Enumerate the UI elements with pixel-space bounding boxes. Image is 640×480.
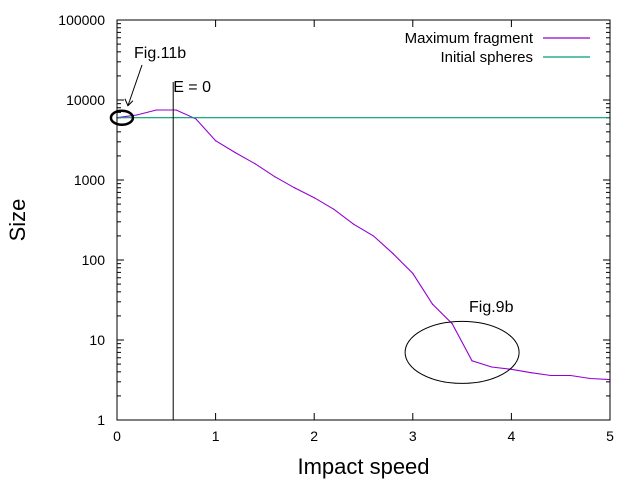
- y-tick-label: 10: [89, 332, 105, 348]
- data-point: [451, 323, 453, 325]
- data-point: [313, 197, 315, 199]
- data-point: [372, 235, 374, 237]
- x-tick-label: 5: [606, 428, 614, 444]
- data-point: [155, 109, 158, 111]
- data-point: [412, 272, 414, 274]
- series-layer: [116, 109, 611, 381]
- data-point: [550, 374, 552, 377]
- fig11b-arrow-head: [124, 98, 134, 107]
- plot-frame: [116, 19, 611, 421]
- data-point: [589, 377, 591, 380]
- data-point: [353, 223, 355, 225]
- data-point: [136, 114, 138, 116]
- data-point: [530, 372, 532, 374]
- data-point: [274, 176, 276, 178]
- y-tick-label: 100: [82, 252, 106, 268]
- x-tick-label: 2: [310, 428, 318, 444]
- y-tick-label: 1: [97, 412, 105, 428]
- data-point: [254, 163, 256, 165]
- legend-label-maximum-fragment: Maximum fragment: [405, 30, 534, 47]
- data-point: [195, 118, 197, 120]
- data-point: [471, 360, 473, 362]
- fig9b-label: Fig.9b: [469, 299, 514, 316]
- data-point: [491, 366, 493, 368]
- data-point: [392, 253, 394, 255]
- data-point: [333, 208, 335, 210]
- fig11b-label: Fig.11b: [134, 45, 186, 62]
- x-tick-label: 3: [409, 428, 417, 444]
- y-tick-label: 10000: [66, 92, 105, 108]
- data-point: [293, 187, 296, 189]
- x-axis-title: Impact speed: [297, 454, 429, 479]
- y-axis-ticks: 1 10 100 1000 10000 100000: [58, 12, 610, 428]
- annotation-layer: E = 0 Fig.11b Fig.9b: [109, 45, 520, 420]
- legend: Maximum fragment Initial spheres: [405, 30, 590, 66]
- x-tick-label: 4: [508, 428, 516, 444]
- energy-zero-label: E = 0: [173, 79, 211, 96]
- data-point: [569, 374, 572, 377]
- x-tick-label: 1: [212, 428, 220, 444]
- data-point: [215, 140, 217, 142]
- series-line-0: [116, 109, 611, 381]
- data-point: [175, 109, 177, 111]
- y-tick-label: 1000: [74, 172, 105, 188]
- y-axis-title: Size: [5, 199, 30, 242]
- fig9b-highlight-ellipse: [404, 320, 520, 384]
- legend-label-initial-spheres: Initial spheres: [440, 49, 533, 66]
- x-tick-label: 0: [113, 428, 121, 444]
- fig11b-arrow-shaft: [127, 64, 143, 106]
- y-tick-label: 100000: [58, 12, 105, 28]
- data-point: [234, 152, 236, 154]
- fig11b-highlight-ellipse: [109, 109, 135, 126]
- data-point: [431, 303, 434, 305]
